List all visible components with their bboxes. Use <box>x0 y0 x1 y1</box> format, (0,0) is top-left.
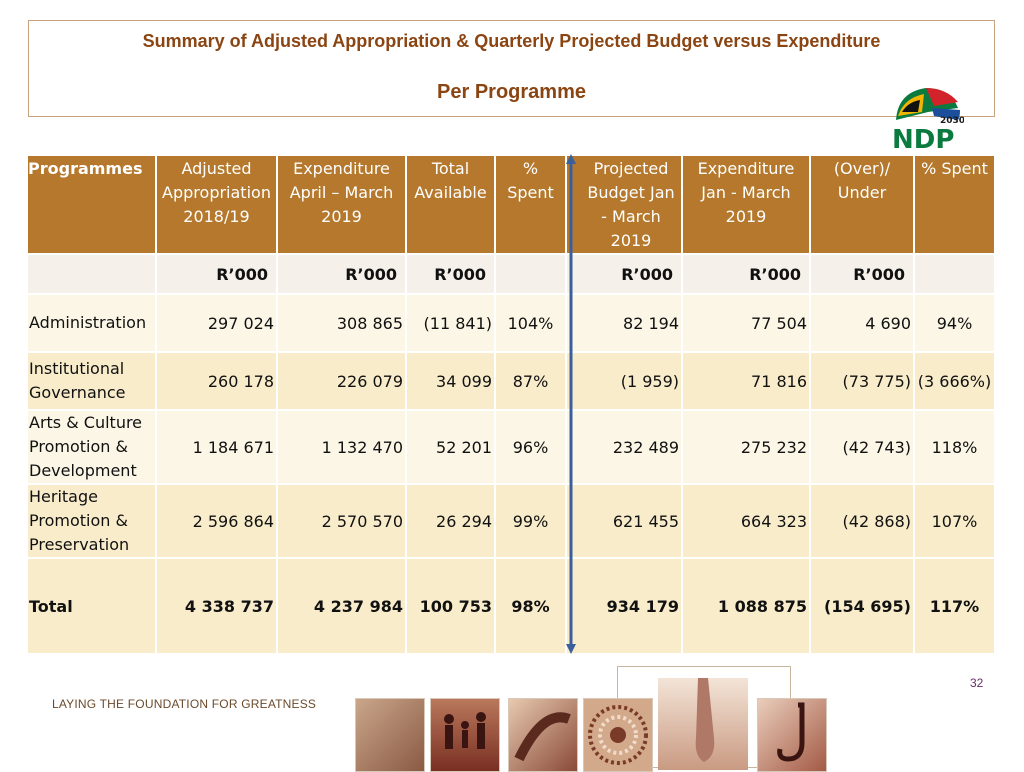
unit-cell: R’000 <box>566 254 683 295</box>
spent-quarter-value: 118% <box>914 410 996 485</box>
ndp-logo-flag-icon <box>896 88 960 120</box>
projected-value: 621 455 <box>566 484 683 559</box>
ndp-logo: 2030 NDP <box>892 88 964 152</box>
col-header-exp-quarter: Expenditure Jan - March 2019 <box>682 156 811 255</box>
table-row: Administration 297 024 308 865 (11 841) … <box>28 294 996 353</box>
spent-value: 104% <box>495 294 567 353</box>
total-adjusted: 4 338 737 <box>156 558 278 655</box>
unit-cell: R’000 <box>406 254 496 295</box>
available-value: 34 099 <box>406 352 496 411</box>
available-value: (11 841) <box>406 294 496 353</box>
exp-quarter-value: 275 232 <box>682 410 811 485</box>
spent-value: 99% <box>495 484 567 559</box>
total-spent: 98% <box>495 558 567 655</box>
expenditure-value: 226 079 <box>277 352 407 411</box>
ballet-shoe-photo-icon <box>658 678 748 770</box>
total-spent-quarter: 117% <box>914 558 996 655</box>
adjusted-value: 1 184 671 <box>156 410 278 485</box>
programme-name: Administration <box>28 294 157 353</box>
col-header-projected: Projected Budget Jan - March 2019 <box>566 156 683 255</box>
table-row: Heritage Promotion & Preservation 2 596 … <box>28 484 996 559</box>
col-header-spent: % Spent <box>495 156 567 255</box>
ndp-logo-year: 2030 <box>940 116 964 126</box>
units-row: R’000 R’000 R’000 R’000 R’000 R’000 <box>28 254 996 295</box>
budget-table: Programmes Adjusted Appropriation 2018/1… <box>28 156 996 655</box>
programme-name: Arts & Culture Promotion & Development <box>28 410 157 485</box>
total-label: Total <box>28 558 157 655</box>
unit-cell: R’000 <box>277 254 407 295</box>
projected-value: 82 194 <box>566 294 683 353</box>
total-expenditure: 4 237 984 <box>277 558 407 655</box>
spent-value: 96% <box>495 410 567 485</box>
available-value: 26 294 <box>406 484 496 559</box>
programme-name: Heritage Promotion & Preservation <box>28 484 157 559</box>
unit-cell: R’000 <box>810 254 915 295</box>
col-header-adjusted: Adjusted Appropriation 2018/19 <box>156 156 278 255</box>
unit-cell <box>495 254 567 295</box>
spent-value: 87% <box>495 352 567 411</box>
expenditure-value: 2 570 570 <box>277 484 407 559</box>
programme-name: Institutional Governance <box>28 352 157 411</box>
projected-value: (1 959) <box>566 352 683 411</box>
total-exp-quarter: 1 088 875 <box>682 558 811 655</box>
family-silhouette-photo-icon <box>430 698 500 772</box>
spent-quarter-value: (3 666%) <box>914 352 996 411</box>
braille-reading-photo-icon <box>355 698 425 772</box>
saxophone-photo-icon <box>757 698 827 772</box>
over-under-value: (42 868) <box>810 484 915 559</box>
exp-quarter-value: 664 323 <box>682 484 811 559</box>
unit-cell: R’000 <box>156 254 278 295</box>
unit-cell: R’000 <box>682 254 811 295</box>
expenditure-value: 308 865 <box>277 294 407 353</box>
table-row: Arts & Culture Promotion & Development 1… <box>28 410 996 485</box>
exp-quarter-value: 71 816 <box>682 352 811 411</box>
adjusted-value: 2 596 864 <box>156 484 278 559</box>
vertical-divider-arrow-icon <box>566 154 576 654</box>
footer-tagline: LAYING THE FOUNDATION FOR GREATNESS <box>52 697 317 711</box>
col-header-expenditure: Expenditure April – March 2019 <box>277 156 407 255</box>
total-over-under: (154 695) <box>810 558 915 655</box>
spent-quarter-value: 94% <box>914 294 996 353</box>
col-header-programmes: Programmes <box>28 156 157 255</box>
over-under-value: (42 743) <box>810 410 915 485</box>
title-box: Summary of Adjusted Appropriation & Quar… <box>28 20 995 117</box>
adjusted-value: 260 178 <box>156 352 278 411</box>
table-header-row: Programmes Adjusted Appropriation 2018/1… <box>28 156 996 255</box>
expenditure-value: 1 132 470 <box>277 410 407 485</box>
film-strip-photo-icon <box>508 698 578 772</box>
page-title: Summary of Adjusted Appropriation & Quar… <box>142 31 881 51</box>
table-row: Institutional Governance 260 178 226 079… <box>28 352 996 411</box>
total-row: Total 4 338 737 4 237 984 100 753 98% 93… <box>28 558 996 655</box>
projected-value: 232 489 <box>566 410 683 485</box>
exp-quarter-value: 77 504 <box>682 294 811 353</box>
total-projected: 934 179 <box>566 558 683 655</box>
page-subtitle: Per Programme <box>437 81 586 103</box>
total-available: 100 753 <box>406 558 496 655</box>
col-header-over-under: (Over)/ Under <box>810 156 915 255</box>
over-under-value: 4 690 <box>810 294 915 353</box>
adjusted-value: 297 024 <box>156 294 278 353</box>
spent-quarter-value: 107% <box>914 484 996 559</box>
available-value: 52 201 <box>406 410 496 485</box>
page-number: 32 <box>970 676 984 690</box>
col-header-spent-quarter: % Spent <box>914 156 996 255</box>
ndp-logo-text: NDP <box>892 125 954 152</box>
unit-cell <box>28 254 157 295</box>
unit-cell <box>914 254 996 295</box>
beadwork-photo-icon <box>583 698 653 772</box>
over-under-value: (73 775) <box>810 352 915 411</box>
col-header-available: Total Available <box>406 156 496 255</box>
